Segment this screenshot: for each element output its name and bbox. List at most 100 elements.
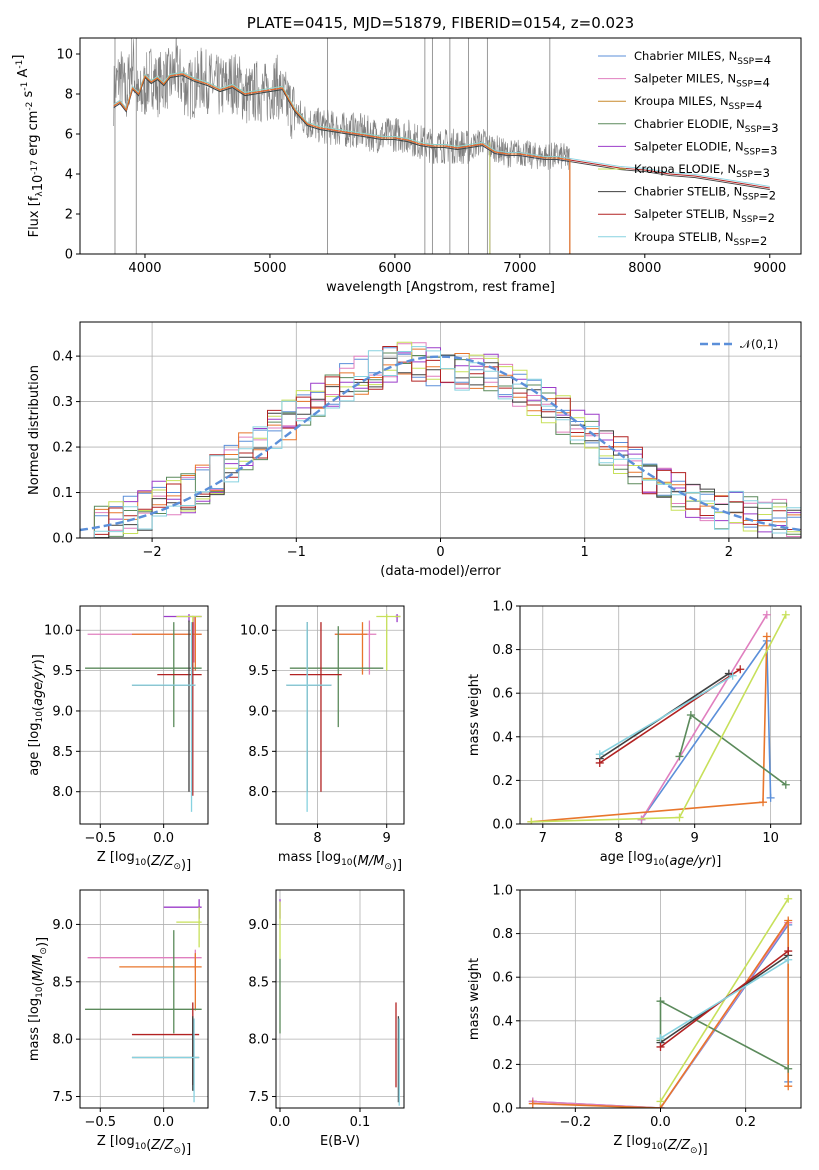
y-axis-label: mass weight [467, 958, 482, 1040]
data-point-marker [784, 916, 793, 925]
y-tick-label: 9.5 [52, 664, 73, 679]
y-tick-label: 0.1 [52, 486, 73, 501]
x-axis-label: Z [log10(Z/Z⊙)] [97, 850, 191, 873]
plot-area-residuals [80, 341, 801, 538]
data-point-marker [759, 798, 768, 807]
y-axis-label: Flux [fλ10-17 erg cm-2 s-1 A-1] [11, 55, 46, 238]
y-tick-label: 0.6 [492, 687, 513, 702]
y-tick-label: 9.0 [52, 704, 73, 719]
axes-mass-vs-EBV: 0.0 0.1 7.5 8.0 8.5 9.0 [248, 890, 404, 1130]
data-point-marker [784, 955, 793, 964]
axes-mass-vs-Z: −0.5 0.0 7.5 8.0 8.5 9.0 [52, 890, 208, 1130]
data-point-marker [762, 610, 771, 619]
x-tick-label: −1 [287, 545, 306, 560]
x-tick-label: 9 [691, 831, 699, 846]
data-point-marker [656, 1042, 665, 1051]
weight-line [659, 999, 789, 1070]
weight-line [532, 917, 789, 1108]
data-point-marker [784, 947, 793, 956]
x-tick-label: 7 [539, 831, 547, 846]
residual-histogram [80, 346, 801, 538]
x-tick-label: 8 [615, 831, 623, 846]
error-bar-point [85, 930, 202, 1034]
error-bar-point [119, 953, 202, 1011]
legend-label: Chabrier MILES, NSSP=4 [634, 49, 771, 67]
data-point-marker [656, 1097, 665, 1106]
legend-label: Kroupa ELODIE, NSSP=3 [634, 162, 770, 180]
error-bar-point [176, 907, 202, 948]
axes-age-vs-Z: −0.5 0.0 8.0 8.5 9.0 9.5 10.0 [44, 606, 208, 846]
y-tick-label: 7.5 [248, 1090, 269, 1105]
y-tick-label: 0.2 [52, 441, 73, 456]
x-tick-label: 4000 [128, 261, 161, 276]
y-tick-label: 9.5 [248, 664, 269, 679]
data-point-marker [784, 1064, 793, 1073]
y-tick-label: 0.0 [492, 1102, 513, 1117]
x-tick-label: 9 [383, 831, 391, 846]
error-bar-point [286, 622, 332, 812]
y-tick-label: 0 [65, 248, 73, 263]
data-point-marker [781, 610, 790, 619]
axes-frame [79, 37, 802, 255]
error-bar-point [289, 622, 342, 792]
x-tick-label: 0.2 [735, 1115, 756, 1130]
x-tick-label: 0.0 [153, 831, 174, 846]
x-tick-label: −0.5 [84, 831, 116, 846]
y-tick-label: 0.4 [52, 350, 73, 365]
error-bar-point [131, 616, 202, 671]
x-tick-label: 0.0 [650, 1115, 671, 1130]
y-tick-label: 0.2 [492, 1058, 513, 1073]
weight-line [659, 898, 789, 1102]
axes-weight-vs-Z: −0.2 0.0 0.2 0.0 0.2 0.4 0.6 0.8 1.0 [492, 884, 801, 1130]
error-bar-point [131, 622, 196, 812]
x-tick-label: 2 [725, 545, 733, 560]
y-tick-label: 8.0 [248, 1033, 269, 1048]
axes-frame [275, 889, 405, 1109]
error-bar-point [163, 899, 202, 919]
y-tick-label: 7.5 [52, 1090, 73, 1105]
y-tick-label: 0.3 [52, 395, 73, 410]
plot-area-age-vs-mass [286, 614, 401, 812]
chart-title: PLATE=0415, MJD=51879, FIBERID=0154, z=0… [247, 14, 634, 32]
x-tick-label: 8 [313, 831, 321, 846]
error-bar-point [131, 1018, 200, 1103]
error-bar-point [334, 620, 377, 675]
x-axis-label: age [log10(age/yr)] [600, 850, 722, 869]
residual-histogram [80, 346, 801, 538]
plot-area-weight-vs-age [527, 610, 790, 824]
panel-weight-vs-Z: −0.2 0.0 0.2 0.0 0.2 0.4 0.6 0.8 1.0 Z [log10(Z/Z… [467, 884, 802, 1157]
y-tick-label: 0.6 [492, 971, 513, 986]
data-point-marker [656, 1034, 665, 1043]
weight-line [599, 675, 734, 755]
x-tick-label: −0.5 [84, 1115, 116, 1130]
y-tick-label: 10 [56, 48, 73, 63]
panel-mass-vs-Z: −0.5 0.0 7.5 8.0 8.5 9.0 Z [log10(Z/Z⊙)] mass [… [27, 889, 209, 1157]
axes-weight-vs-age: 7 8 9 10 0.0 0.2 0.4 0.6 0.8 1.0 [492, 600, 801, 846]
data-point-marker [595, 750, 604, 759]
x-tick-label: −0.2 [560, 1115, 592, 1130]
y-axis-label: mass [log10(M/M⊙)] [27, 937, 50, 1061]
y-tick-label: 8.0 [52, 1033, 73, 1048]
x-axis-label: Z [log10(Z/Z⊙)] [97, 1134, 191, 1157]
legend: Chabrier MILES, NSSP=4 Salpeter MILES, NS… [598, 49, 779, 248]
y-tick-label: 9.0 [248, 704, 269, 719]
plot-area-age-vs-Z [85, 614, 202, 812]
plot-area-mass-vs-EBV [279, 899, 400, 1106]
data-point-marker [762, 632, 771, 641]
panel-weight-vs-age: 7 8 9 10 0.0 0.2 0.4 0.6 0.8 1.0 age [log10(age/yr… [467, 600, 802, 869]
x-tick-label: 7000 [503, 261, 536, 276]
x-tick-label: 6000 [378, 261, 411, 276]
data-point-marker [784, 894, 793, 903]
x-tick-label: −2 [143, 545, 162, 560]
axes-frame [275, 605, 405, 825]
model-line [113, 71, 770, 187]
data-point-marker [656, 997, 665, 1006]
error-bar-point [87, 616, 202, 663]
model-line [113, 75, 770, 191]
legend-label: Salpeter MILES, NSSP=4 [634, 72, 770, 90]
y-tick-label: 1.0 [492, 600, 513, 615]
axes-frame [79, 605, 209, 825]
x-tick-label: 1 [581, 545, 589, 560]
observed-spectrum-line [113, 38, 570, 170]
